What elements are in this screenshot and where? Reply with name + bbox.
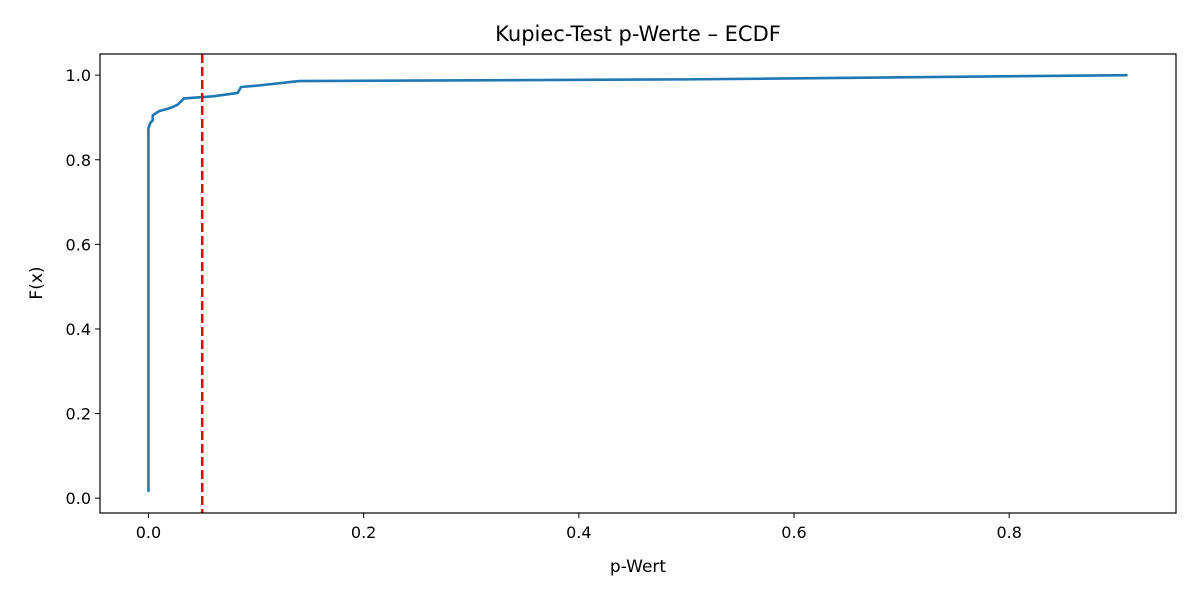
y-tick-label: 1.0 (66, 66, 91, 85)
y-tick-label: 0.2 (66, 405, 91, 424)
plot-frame (99, 53, 1177, 514)
x-tick-label: 0.6 (781, 523, 806, 542)
x-tick-label: 0.4 (566, 523, 591, 542)
x-tick-label: 0.8 (996, 523, 1021, 542)
chart-title: Kupiec-Test p-Werte – ECDF (495, 22, 781, 46)
y-tick-label: 0.8 (66, 151, 91, 170)
ecdf-series-line (147, 73, 1128, 492)
y-axis-label: F(x) (27, 266, 47, 299)
y-axis: 0.0 0.2 0.4 0.6 0.8 1.0 (66, 66, 100, 508)
x-tick-label: 0.0 (136, 523, 161, 542)
x-axis: 0.0 0.2 0.4 0.6 0.8 (136, 513, 1022, 542)
y-tick-label: 0.0 (66, 489, 91, 508)
x-axis-label: p-Wert (610, 557, 666, 577)
x-tick-label: 0.2 (351, 523, 376, 542)
plot-area (147, 54, 1128, 513)
y-tick-label: 0.4 (66, 320, 91, 339)
y-tick-label: 0.6 (66, 235, 91, 254)
